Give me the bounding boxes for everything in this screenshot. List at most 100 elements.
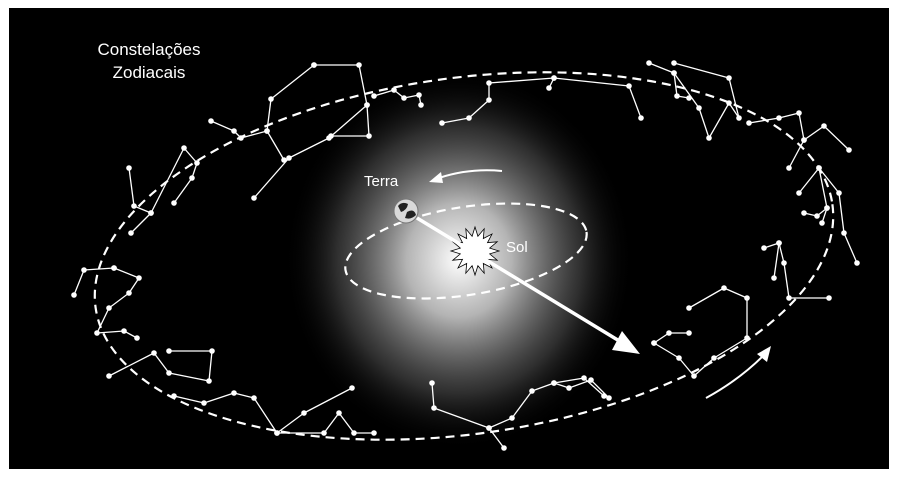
star-point: [744, 295, 750, 301]
star-point: [509, 415, 515, 421]
star-point: [801, 137, 807, 143]
constellation-line: [648, 62, 740, 139]
star-point: [336, 410, 342, 416]
star-point: [71, 292, 77, 298]
constellation-line: [431, 377, 605, 429]
star-point: [826, 295, 832, 301]
star-point: [281, 157, 287, 163]
star-point: [736, 115, 742, 121]
star-point: [674, 93, 680, 99]
star-point: [581, 375, 587, 381]
star-point: [166, 370, 172, 376]
constellation-line: [653, 287, 748, 377]
star-point: [418, 102, 424, 108]
diagram-frame: Constelações Zodiacais Terra Sol: [9, 8, 889, 469]
star-point: [111, 265, 117, 271]
star-point: [126, 165, 132, 171]
star-point: [201, 400, 207, 406]
star-point: [801, 210, 807, 216]
zodiac-diagram: Constelações Zodiacais Terra Sol: [71, 40, 860, 451]
star-point: [311, 62, 317, 68]
star-point: [321, 430, 327, 436]
star-point: [128, 230, 134, 236]
sun-label: Sol: [506, 239, 528, 256]
star-point: [601, 393, 607, 399]
earth-orbit: [344, 202, 588, 300]
constellation-line: [803, 167, 828, 217]
constellation-line: [553, 379, 610, 399]
star-point: [391, 87, 397, 93]
star-point: [251, 395, 257, 401]
star-point: [94, 330, 100, 336]
star-point: [726, 100, 732, 106]
star-point: [776, 115, 782, 121]
star-point: [431, 405, 437, 411]
star-point: [466, 115, 472, 121]
star-point: [836, 190, 842, 196]
star-point: [148, 210, 154, 216]
star-point: [134, 335, 140, 341]
star-point: [251, 195, 257, 201]
star-point: [364, 102, 370, 108]
star-point: [721, 285, 727, 291]
star-point: [486, 425, 492, 431]
star-point: [126, 290, 132, 296]
star-point: [696, 105, 702, 111]
star-point: [646, 60, 652, 66]
star-point: [231, 390, 237, 396]
star-point: [81, 267, 87, 273]
star-point: [274, 430, 280, 436]
star-point: [486, 80, 492, 86]
star-point: [814, 213, 820, 219]
star-point: [268, 96, 274, 102]
star-point: [781, 260, 787, 266]
star-point: [746, 120, 752, 126]
star-point: [651, 340, 657, 346]
star-point: [328, 133, 334, 139]
star-point: [189, 175, 195, 181]
star-point: [106, 373, 112, 379]
star-point: [551, 380, 557, 386]
star-point: [131, 203, 137, 209]
constellation-line: [130, 212, 152, 234]
star-point: [588, 377, 594, 383]
curved-arrow-icon: [429, 169, 503, 183]
star-point: [606, 395, 612, 401]
star-point: [209, 348, 215, 354]
star-point: [761, 245, 767, 251]
star-point: [824, 205, 830, 211]
line-of-sight-arrow: [416, 216, 640, 354]
star-point: [529, 388, 535, 394]
star-point: [796, 110, 802, 116]
star-point: [166, 348, 172, 354]
star-point: [819, 220, 825, 226]
constellation-line: [96, 267, 140, 339]
sun-burst-icon: [449, 225, 501, 277]
star-point: [171, 200, 177, 206]
star-point: [786, 295, 792, 301]
diagram-title-line-2: Zodiacais: [113, 63, 186, 82]
star-point: [676, 355, 682, 361]
star-point: [566, 385, 572, 391]
star-point: [546, 85, 552, 91]
star-point: [238, 135, 244, 141]
star-point: [194, 160, 200, 166]
zodiac-constellations: [71, 60, 860, 451]
star-point: [121, 328, 127, 334]
star-point: [686, 305, 692, 311]
constellation-line: [773, 242, 780, 279]
earth-globe-icon: [393, 198, 419, 224]
constellation-line: [266, 130, 285, 161]
curved-arrow-icon: [705, 346, 771, 399]
constellation-line: [128, 147, 198, 214]
star-point: [351, 430, 357, 436]
star-point: [151, 350, 157, 356]
star-point: [846, 147, 852, 153]
star-point: [486, 97, 492, 103]
star-point: [181, 145, 187, 151]
star-point: [264, 128, 270, 134]
star-point: [638, 115, 644, 121]
star-point: [206, 378, 212, 384]
star-point: [626, 83, 632, 89]
star-point: [171, 393, 177, 399]
